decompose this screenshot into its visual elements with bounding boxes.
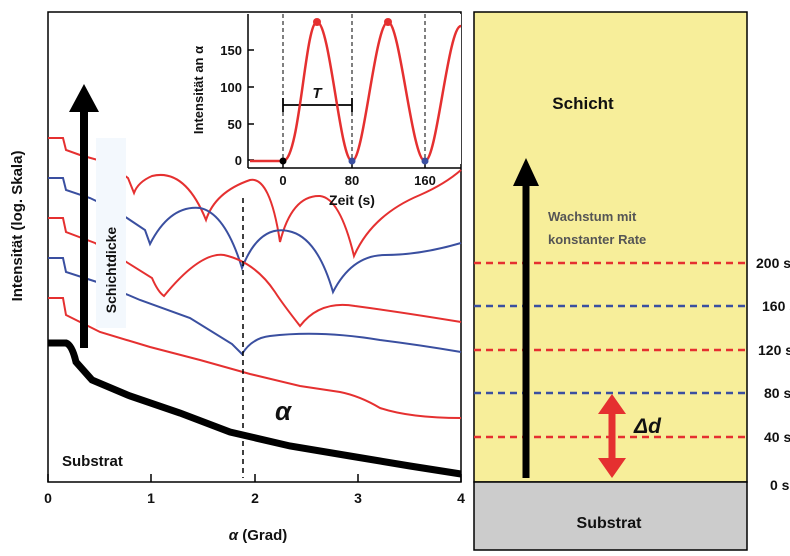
layer-label: Schicht [552,94,614,113]
substrate-label-left: Substrat [62,453,123,470]
substrate-label-right: Substrat [577,515,643,532]
inset-plot: 0 50 100 150 0 80 160 Zeit (s) Intensitä… [191,14,463,208]
x-tick-3: 3 [354,490,362,506]
time-label-0s: 0 s [770,477,790,493]
inset-x-tick-80: 80 [345,173,359,188]
growth-label-2: konstanter Rate [548,232,646,247]
inset-y-tick-50: 50 [228,117,242,132]
main-plot: 0 1 2 3 4 α (Grad) Intensität (log. Skal… [9,11,465,544]
alpha-marker-label: α [275,396,293,426]
time-label-80s: 80 s [764,385,790,401]
curve-substrate [48,339,462,478]
max-point-2 [384,18,392,26]
x-axis-label: α (Grad) [229,527,287,544]
inset-dashed-lines [282,14,426,166]
time-label-120s: 120 s [758,342,790,358]
inset-x-label: Zeit (s) [329,192,375,208]
growth-arrowhead [513,158,539,186]
x-tick-2: 2 [251,490,259,506]
x-tick-0: 0 [44,490,52,506]
time-label-160s: 160 s [762,298,790,314]
substrate-region [473,481,748,551]
inset-y-label: Intensität an α [191,46,206,134]
delta-label: Δd [633,415,662,438]
inset-x-tick-160: 160 [414,173,436,188]
arrow-label-bg [96,138,126,328]
delta-arrowhead-down [598,458,626,478]
inset-y-tick-100: 100 [220,80,242,95]
min-point-1 [348,157,356,165]
x-tick-1: 1 [147,490,155,506]
max-point-1 [313,18,321,26]
inset-x-tick-0: 0 [279,173,286,188]
x-tick-4: 4 [457,490,465,506]
curve-200s [48,137,462,260]
thickness-arrowhead [69,84,99,112]
min-point-2 [421,157,429,165]
y-axis-label: Intensität (log. Skala) [9,151,26,302]
inset-bg [248,14,461,164]
intensity-curve [250,20,463,163]
x-axis-ticks [47,474,462,482]
delta-arrowhead-up [598,394,626,414]
curve-120s [48,217,462,328]
growth-diagram: Schicht Substrat 200 s 160 s 120 s 80 s … [473,11,790,551]
curve-80s [48,257,462,356]
curve-40s [48,297,462,419]
time-label-200s: 200 s [756,255,790,271]
period-label: T [312,85,323,102]
inset-y-tick-0: 0 [235,153,242,168]
time-label-40s: 40 s [764,429,790,445]
reflectivity-curves [48,137,462,419]
thickness-arrow-label: Schichtdicke [103,227,119,314]
start-point [279,157,287,165]
curve-160s [48,177,462,295]
inset-y-tick-150: 150 [220,43,242,58]
growth-label-1: Wachstum mit [548,209,637,224]
